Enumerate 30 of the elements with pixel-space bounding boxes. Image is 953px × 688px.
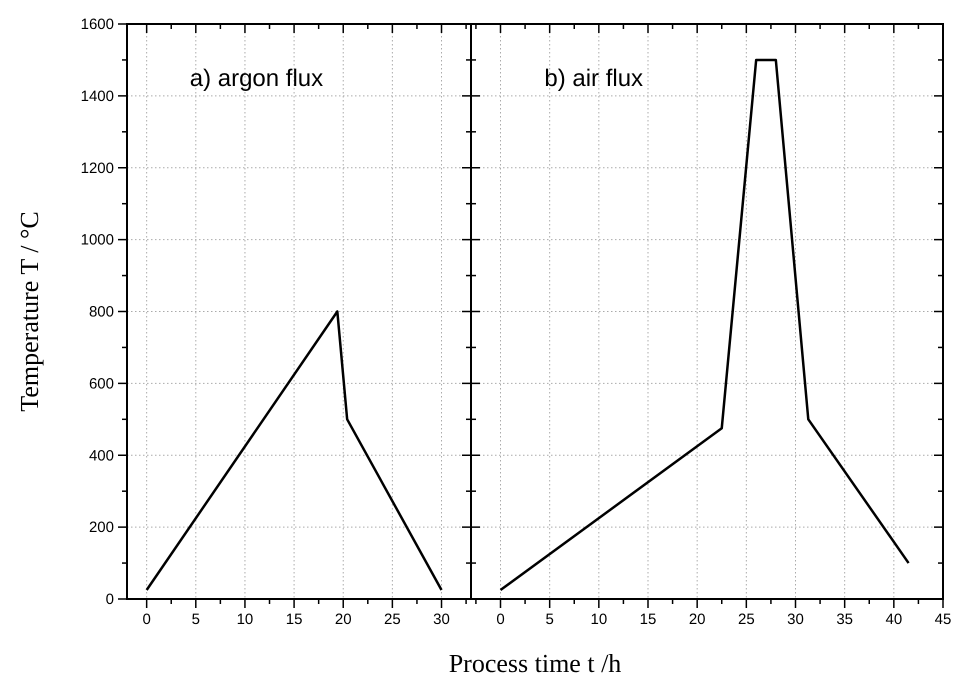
y-tick-label: 600 [88, 375, 114, 392]
y-tick-label: 0 [106, 591, 114, 608]
x-tick-label: 10 [236, 611, 254, 628]
x-tick-label: 0 [142, 611, 151, 628]
x-tick-label: 25 [738, 611, 755, 628]
y-axis-title: Temperature T / °C [15, 211, 44, 412]
x-tick-label: 35 [836, 611, 854, 628]
y-tick-label: 200 [88, 519, 114, 536]
x-tick-label: 20 [334, 611, 352, 628]
x-tick-label: 10 [590, 611, 608, 628]
annotation: a) argon flux [190, 65, 324, 92]
y-tick-label: 1200 [80, 160, 114, 177]
x-tick-label: 30 [433, 611, 450, 628]
y-tick-label: 1400 [80, 88, 114, 105]
x-tick-label: 15 [286, 611, 302, 628]
y-tick-label: 400 [88, 447, 114, 464]
y-tick-label: 1000 [80, 232, 114, 249]
y-tick-label: 800 [88, 304, 114, 320]
x-axis-title: Process time t /h [448, 649, 622, 678]
x-tick-label: 30 [787, 611, 804, 628]
x-tick-label: 20 [688, 611, 706, 628]
y-tick-label: 1600 [80, 16, 114, 33]
x-tick-label: 15 [640, 611, 656, 628]
annotation: b) air flux [544, 65, 644, 92]
x-tick-label: 45 [934, 611, 952, 628]
x-tick-label: 5 [192, 611, 200, 628]
x-tick-label: 5 [545, 611, 554, 628]
x-tick-label: 0 [496, 611, 505, 628]
x-tick-label: 40 [885, 611, 902, 628]
x-tick-label: 25 [384, 611, 401, 628]
